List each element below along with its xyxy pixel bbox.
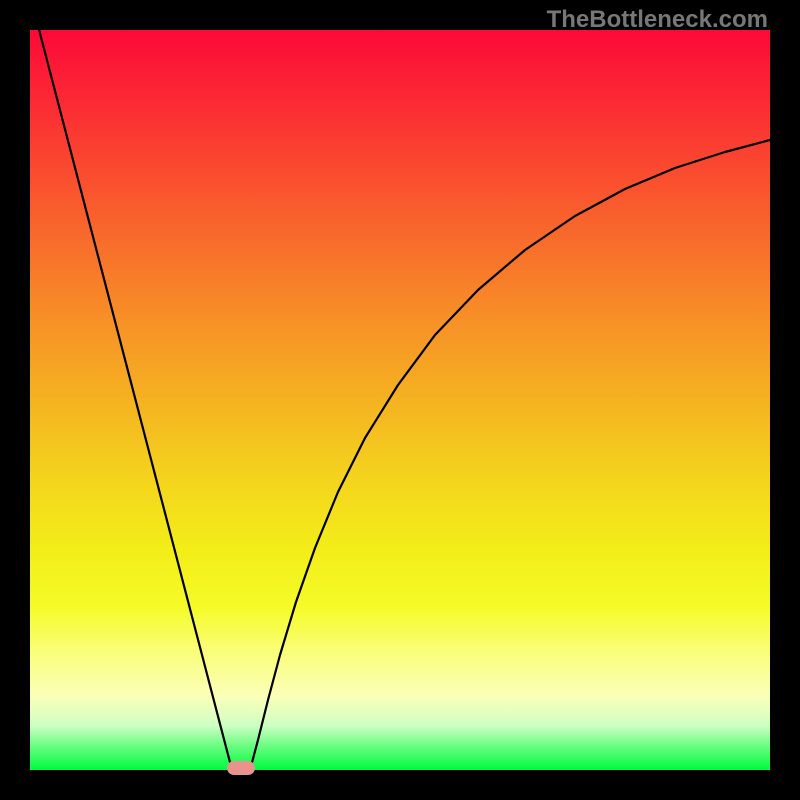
watermark-text: TheBottleneck.com xyxy=(547,6,768,34)
optimum-marker xyxy=(227,761,255,775)
plot-area xyxy=(30,30,770,770)
chart-container: TheBottleneck.com xyxy=(0,0,800,800)
